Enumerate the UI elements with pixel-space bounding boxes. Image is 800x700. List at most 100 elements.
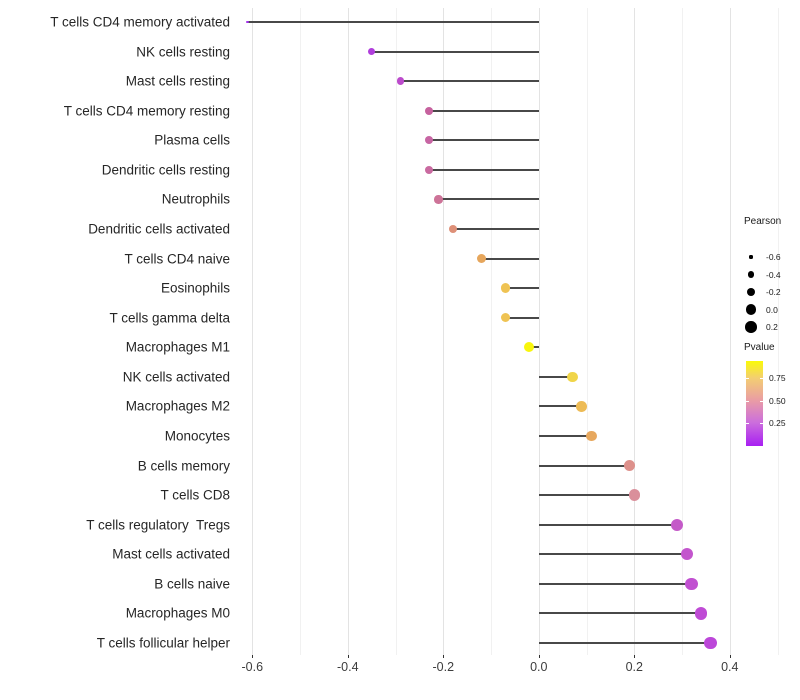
lollipop-dot xyxy=(434,195,443,204)
y-axis-label: Dendritic cells activated xyxy=(88,221,230,237)
y-axis-label: B cells memory xyxy=(137,458,230,474)
y-axis-label: T cells CD4 memory resting xyxy=(63,103,230,119)
lollipop-dot xyxy=(628,489,641,501)
size-legend-title: Pearson xyxy=(744,216,782,227)
lollipop-dot xyxy=(524,342,535,353)
size-legend-entry: -0.4 xyxy=(744,267,781,283)
y-axis-label: Macrophages M1 xyxy=(125,339,230,355)
size-legend-entry-label: 0.2 xyxy=(766,322,778,332)
lollipop-stem xyxy=(428,168,539,171)
y-axis-label: Mast cells resting xyxy=(125,73,230,89)
gradient-tick-label: 0.75 xyxy=(769,373,786,383)
gradient-tick-label: 0.50 xyxy=(769,395,786,406)
lollipop-stem xyxy=(538,523,678,526)
y-axis-label: T cells regulatory Tregs xyxy=(86,517,230,533)
x-tick-label: -0.2 xyxy=(432,660,455,674)
lollipop-stem xyxy=(438,198,539,201)
x-tick-mark xyxy=(443,655,445,658)
major-gridline xyxy=(729,8,731,655)
gradient-tick-left xyxy=(746,378,749,379)
x-tick-mark xyxy=(729,655,731,658)
x-tick-label: 0.4 xyxy=(721,660,739,674)
minor-gridline xyxy=(300,8,302,655)
x-tick-mark xyxy=(538,655,540,658)
minor-gridline xyxy=(777,8,779,655)
lollipop-stem xyxy=(247,21,539,23)
lollipop-dot xyxy=(566,371,578,383)
lollipop-stem xyxy=(538,612,702,615)
size-legend-dot-box xyxy=(744,250,758,264)
size-legend-dot-icon xyxy=(745,304,757,315)
gradient-tick-left xyxy=(746,400,749,402)
size-legend-dot-icon xyxy=(746,287,756,297)
size-legend-dot-icon xyxy=(745,321,757,333)
lollipop-dot xyxy=(368,48,376,56)
size-legend-entry: -0.2 xyxy=(744,284,781,300)
minor-gridline xyxy=(395,8,397,655)
lollipop-stem xyxy=(529,346,539,349)
y-axis-label: NK cells activated xyxy=(122,369,230,385)
lollipop-dot xyxy=(424,106,434,115)
lollipop-dot xyxy=(424,136,434,145)
minor-gridline xyxy=(491,8,493,655)
lollipop-stem xyxy=(452,227,539,230)
lollipop-stem xyxy=(481,257,539,260)
pvalue-color-legend: Pvalue 0.75 0.50 0.25 xyxy=(744,342,800,446)
lollipop-dot xyxy=(685,577,698,590)
size-legend-dot-box xyxy=(744,285,758,299)
pvalue-gradient-bar xyxy=(746,361,763,446)
size-legend-entry: 0.2 xyxy=(744,319,778,335)
x-tick-label: 0.0 xyxy=(530,660,548,674)
lollipop-dot xyxy=(694,607,708,620)
size-legend-entry-label: -0.2 xyxy=(766,287,781,297)
y-axis-label: Eosinophils xyxy=(160,280,230,296)
gradient-tick-right xyxy=(760,378,763,379)
lollipop-dot xyxy=(448,224,458,234)
lollipop-stem xyxy=(538,405,582,408)
size-legend-entry-label: -0.4 xyxy=(766,269,781,280)
lollipop-stem xyxy=(428,139,539,142)
lollipop-dot xyxy=(623,459,636,472)
lollipop-dot xyxy=(585,430,597,442)
y-axis-label: Macrophages M0 xyxy=(125,605,230,621)
lollipop-stem xyxy=(505,287,539,290)
lollipop-stem xyxy=(538,375,573,378)
major-gridline xyxy=(252,8,254,655)
size-legend-dot-box xyxy=(744,268,758,282)
major-gridline xyxy=(443,8,445,655)
x-tick-label: 0.2 xyxy=(625,660,643,674)
lollipop-stem xyxy=(538,464,630,467)
x-tick-label: -0.4 xyxy=(337,660,359,674)
lollipop-stem xyxy=(371,50,539,53)
lollipop-dot xyxy=(424,165,434,174)
y-axis-label: B cells naive xyxy=(154,576,230,592)
size-legend-entries: -0.6 -0.4 -0.2 0.0 0.2 xyxy=(744,227,800,337)
y-axis-label: Macrophages M2 xyxy=(125,398,230,414)
lollipop-stem xyxy=(538,641,711,644)
y-axis-label: Neutrophils xyxy=(161,191,230,207)
lollipop-dot xyxy=(476,253,487,264)
x-tick-mark xyxy=(347,655,349,658)
lollipop-stem xyxy=(538,582,692,585)
y-axis-label: T cells CD4 memory activated xyxy=(50,14,230,30)
size-legend-dot-icon xyxy=(749,255,753,259)
minor-gridline xyxy=(586,8,588,655)
size-legend-entry-label: 0.0 xyxy=(766,304,778,315)
x-tick-mark xyxy=(252,655,254,658)
color-legend-title: Pvalue xyxy=(744,342,775,353)
y-axis-label: Monocytes xyxy=(164,428,230,444)
lollipop-stem xyxy=(538,494,635,497)
y-axis-label: T cells CD8 xyxy=(160,487,230,503)
y-axis-label: Mast cells activated xyxy=(112,546,230,562)
gradient-tick-right xyxy=(760,422,763,424)
lollipop-stem xyxy=(538,434,592,437)
lollipop-dot xyxy=(704,636,717,650)
gradient-tick-left xyxy=(746,422,749,424)
lollipop-stem xyxy=(505,316,539,319)
pvalue-gradient-labels: 0.75 0.50 0.25 xyxy=(744,361,800,446)
lollipop-dot xyxy=(396,77,405,85)
minor-gridline xyxy=(682,8,684,655)
y-axis-label: T cells gamma delta xyxy=(109,310,230,326)
gradient-tick-right xyxy=(760,400,763,402)
